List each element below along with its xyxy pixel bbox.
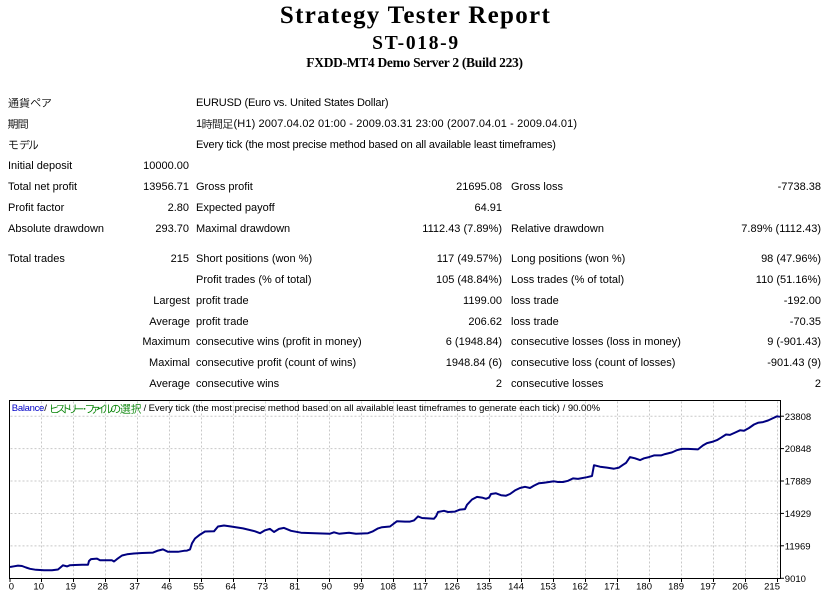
svg-text:9010: 9010 [785,574,806,585]
svg-text:81: 81 [289,582,300,593]
svg-text:189: 189 [668,582,684,593]
svg-text:46: 46 [161,582,172,593]
svg-text:117: 117 [413,582,428,593]
svg-text:20848: 20848 [785,444,811,455]
svg-text:162: 162 [572,582,588,593]
svg-text:90: 90 [321,582,332,593]
svg-text:28: 28 [97,582,108,593]
svg-text:17889: 17889 [785,477,811,488]
svg-text:135: 135 [476,582,492,593]
svg-text:23808: 23808 [785,412,811,423]
svg-text:108: 108 [380,582,396,593]
svg-text:153: 153 [540,582,556,593]
svg-text:197: 197 [700,582,716,593]
svg-text:37: 37 [129,582,140,593]
svg-text:206: 206 [732,582,748,593]
svg-text:215: 215 [764,582,780,593]
svg-text:180: 180 [636,582,652,593]
svg-text:14929: 14929 [785,509,811,520]
svg-text:64: 64 [225,582,236,593]
svg-text:55: 55 [193,582,204,593]
svg-text:73: 73 [257,582,268,593]
svg-text:10: 10 [33,582,44,593]
svg-text:19: 19 [65,582,76,593]
svg-text:126: 126 [444,582,460,593]
svg-text:0: 0 [9,582,14,593]
svg-text:11969: 11969 [785,541,811,552]
svg-text:144: 144 [508,582,524,593]
svg-text:99: 99 [353,582,364,593]
svg-text:171: 171 [604,582,620,593]
